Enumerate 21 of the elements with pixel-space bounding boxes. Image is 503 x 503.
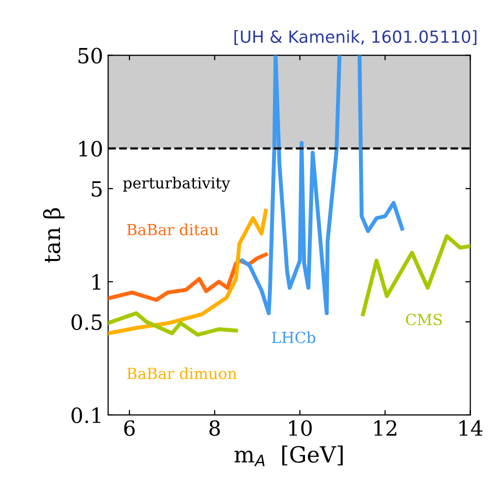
x-tick-label: 12 (374, 420, 396, 436)
y-axis-title: tan β (42, 208, 65, 263)
x-tick-label: 6 (124, 420, 135, 436)
y-tick-label: 0.5 (72, 314, 102, 330)
line-series (108, 252, 268, 302)
y-tick-label: 5 (92, 181, 102, 197)
y-tick-label: 50 (78, 48, 102, 64)
text: BaBar dimuon (127, 367, 237, 380)
y-tick-label: 10 (79, 140, 102, 157)
y-tick-label: 1 (92, 274, 100, 290)
series-label: LHCb (272, 331, 316, 344)
text: [UH & Kamenik, 1601.05110] (234, 30, 476, 45)
band-label: perturbativity (123, 176, 230, 192)
x-tick-label: 10 (289, 420, 312, 436)
x-tick-label: 14 (460, 420, 483, 436)
x-axis-title: m$_{A}$ [GeV] (234, 446, 343, 466)
line-series (108, 208, 268, 336)
series-label: CMS (406, 314, 442, 326)
y-tick-label: 0.1 (72, 407, 100, 424)
x-tick-label: 8 (209, 420, 220, 436)
text: BaBar ditau (127, 224, 218, 236)
